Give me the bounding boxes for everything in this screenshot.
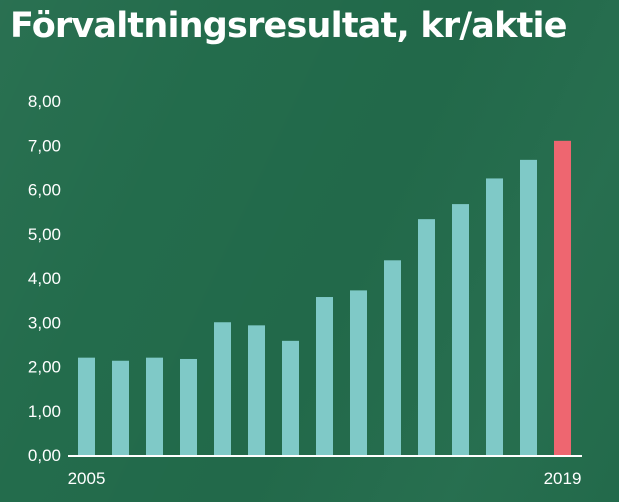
- bar: [146, 357, 163, 455]
- bar: [282, 340, 299, 455]
- bar: [214, 322, 231, 455]
- chart-title: Förvaltningsresultat, kr/aktie: [10, 6, 567, 46]
- y-tick-label: 5,00: [28, 225, 61, 244]
- x-tick-label: 2005: [68, 469, 106, 488]
- bar: [112, 360, 129, 455]
- x-tick-label: 2019: [544, 469, 582, 488]
- bar: [452, 204, 469, 455]
- bar: [350, 290, 367, 455]
- bar: [418, 219, 435, 455]
- y-tick-label: 2,00: [28, 358, 61, 377]
- y-tick-label: 7,00: [28, 136, 61, 155]
- bar: [316, 297, 333, 455]
- bar: [520, 159, 537, 456]
- y-tick-label: 8,00: [28, 92, 61, 111]
- y-tick-label: 3,00: [28, 313, 61, 332]
- y-tick-label: 1,00: [28, 402, 61, 421]
- y-tick-label: 6,00: [28, 181, 61, 200]
- bar-highlight: [554, 140, 571, 455]
- y-tick-label: 0,00: [28, 446, 61, 465]
- bar: [180, 358, 197, 455]
- bar: [486, 178, 503, 455]
- bar: [384, 260, 401, 455]
- bar: [248, 325, 265, 455]
- y-tick-label: 4,00: [28, 269, 61, 288]
- bar: [78, 357, 95, 455]
